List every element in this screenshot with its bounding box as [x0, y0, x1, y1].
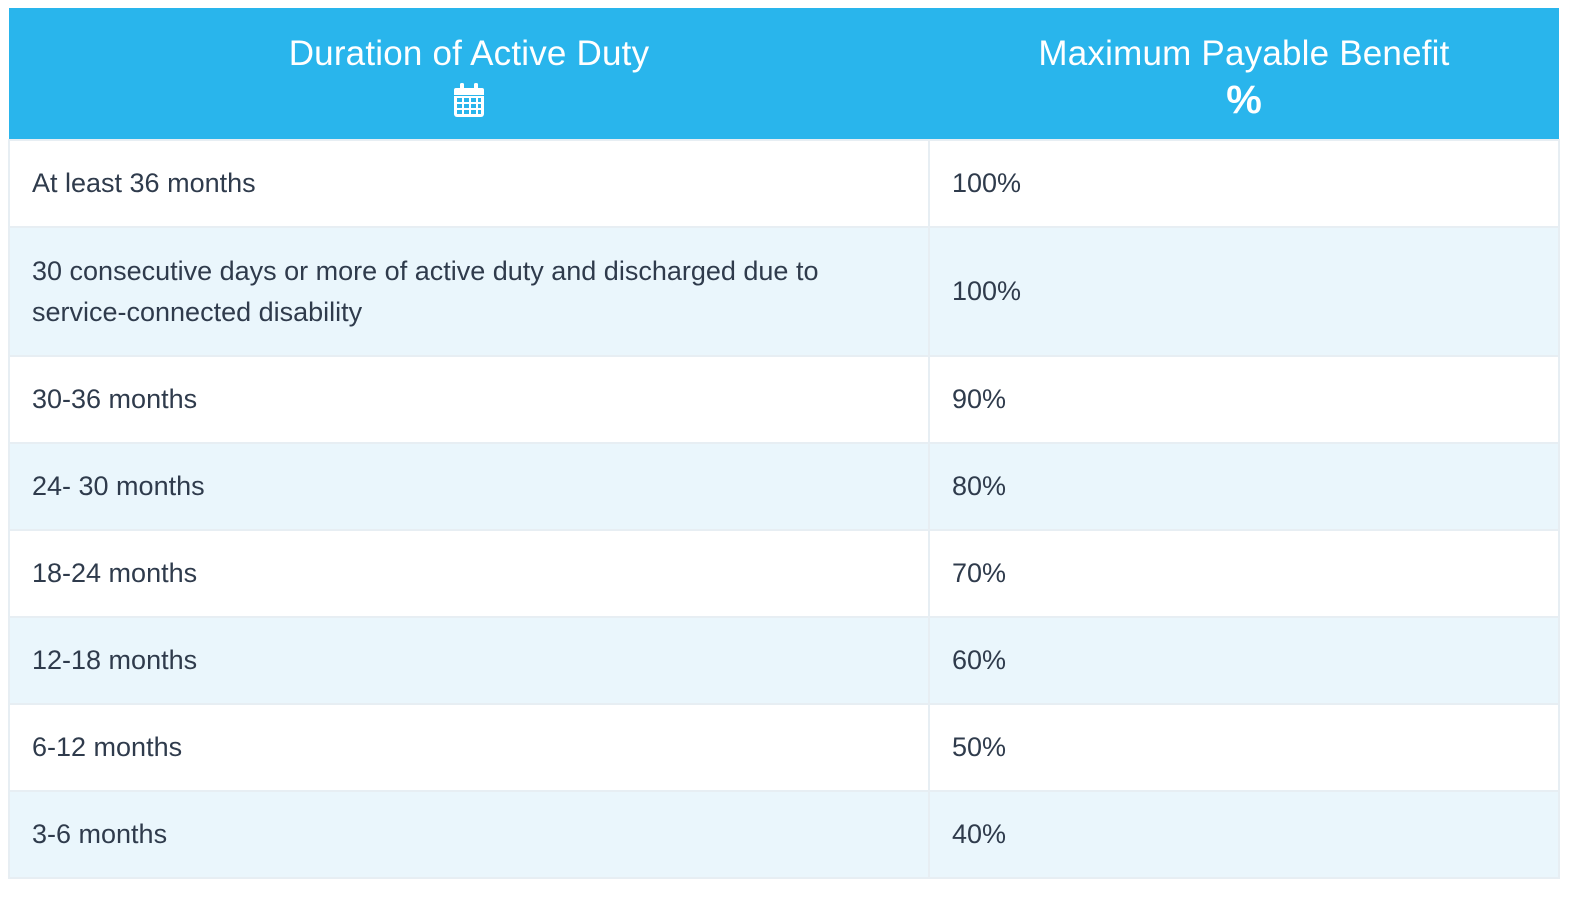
benefit-cell: 60% [928, 616, 1560, 705]
benefit-cell: 40% [928, 790, 1560, 879]
percent-icon: % [1226, 78, 1262, 122]
benefit-cell: 80% [928, 442, 1560, 531]
calendar-icon [454, 82, 484, 118]
duration-cell: 12-18 months [8, 616, 930, 705]
table-row: 30 consecutive days or more of active du… [8, 226, 1560, 357]
header-label-benefit: Maximum Payable Benefit [1038, 34, 1450, 73]
table-row: 12-18 months 60% [8, 616, 1560, 705]
header-label-duration: Duration of Active Duty [288, 34, 650, 73]
table-row: 6-12 months 50% [8, 703, 1560, 792]
table-header: Duration of Active Duty [9, 8, 1559, 140]
duration-cell: 30 consecutive days or more of active du… [8, 226, 930, 357]
header-cell-benefit: Maximum Payable Benefit % [929, 8, 1559, 140]
table-row: 24- 30 months 80% [8, 442, 1560, 531]
benefit-cell: 70% [928, 529, 1560, 618]
duration-cell: 6-12 months [8, 703, 930, 792]
table-row: At least 36 months 100% [8, 139, 1560, 228]
benefit-cell: 100% [928, 139, 1560, 228]
header-cell-duration: Duration of Active Duty [9, 8, 929, 140]
benefit-cell: 90% [928, 355, 1560, 444]
table-row: 18-24 months 70% [8, 529, 1560, 618]
duration-cell: 30-36 months [8, 355, 930, 444]
table-row: 3-6 months 40% [8, 790, 1560, 879]
duration-cell: At least 36 months [8, 139, 930, 228]
duration-cell: 18-24 months [8, 529, 930, 618]
duration-cell: 3-6 months [8, 790, 930, 879]
benefit-table-container: Duration of Active Duty [8, 8, 1560, 879]
table-body: At least 36 months 100% 30 consecutive d… [8, 139, 1560, 879]
benefit-table: Duration of Active Duty [8, 8, 1560, 879]
header-row: Duration of Active Duty [9, 8, 1559, 140]
benefit-cell: 100% [928, 226, 1560, 357]
table-row: 30-36 months 90% [8, 355, 1560, 444]
duration-cell: 24- 30 months [8, 442, 930, 531]
benefit-cell: 50% [928, 703, 1560, 792]
